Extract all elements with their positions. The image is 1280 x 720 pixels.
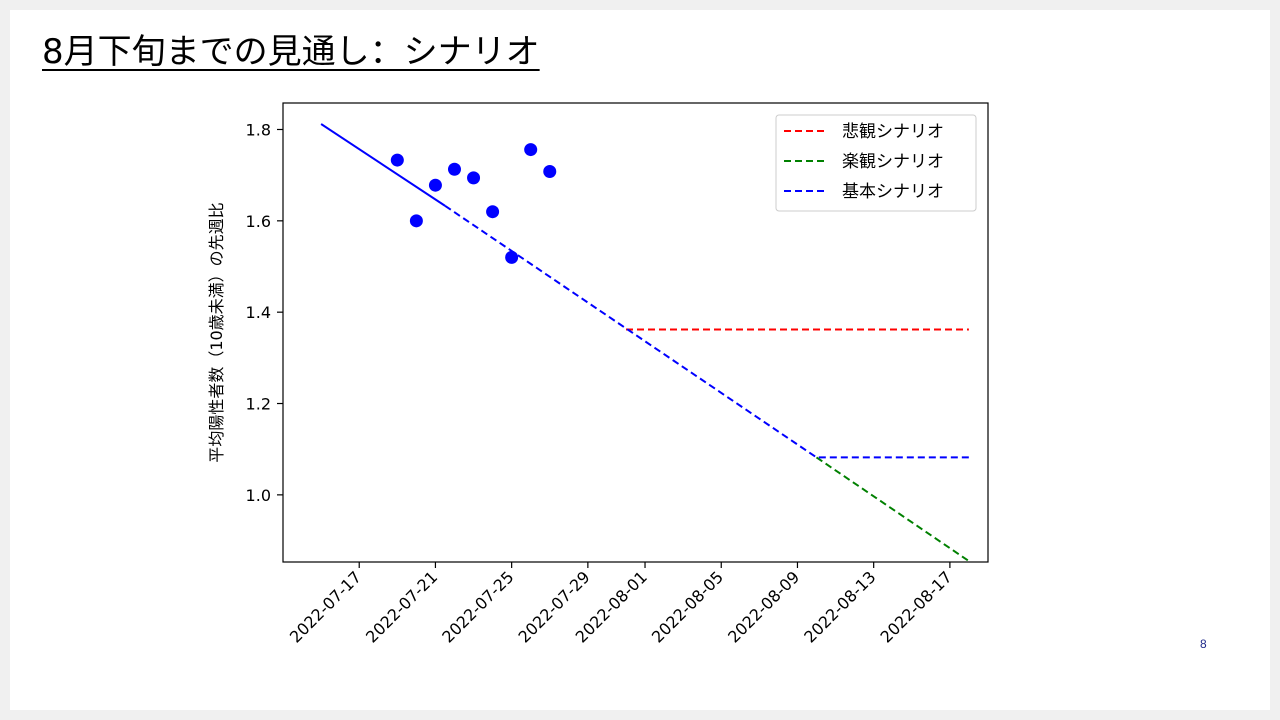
- x-tick-label-5: 2022-08-05: [648, 567, 727, 646]
- legend-label-1: 楽観シナリオ: [842, 152, 944, 172]
- x-tick-label-8: 2022-08-17: [877, 567, 956, 646]
- y-tick-label-1: 1.2: [246, 395, 271, 414]
- legend-label-0: 悲観シナリオ: [842, 122, 944, 142]
- data-point-8: [543, 165, 557, 179]
- series-line-2: [444, 204, 969, 459]
- page-number: 8: [1200, 637, 1207, 651]
- plot-frame: [282, 102, 989, 563]
- data-point-6: [505, 250, 519, 264]
- data-point-3: [447, 162, 461, 176]
- y-tick-label-2: 1.4: [246, 303, 271, 322]
- y-tick-label-3: 1.6: [246, 212, 271, 231]
- data-point-7: [524, 143, 538, 157]
- legend-box: [775, 114, 977, 212]
- y-tick-label-0: 1.0: [246, 486, 271, 505]
- data-point-2: [428, 178, 442, 192]
- plot-content: [320, 123, 970, 562]
- x-tick-label-7: 2022-08-13: [800, 567, 879, 646]
- data-point-4: [467, 171, 481, 185]
- y-tick-label-4: 1.8: [246, 120, 271, 139]
- y-axis: 1.0 1.2 1.4 1.6 1.8: [246, 120, 283, 505]
- x-tick-label-1: 2022-07-21: [362, 567, 441, 646]
- y-axis-label: 平均陽性者数（10歳未満）の先週比: [207, 202, 226, 462]
- data-point-0: [390, 153, 404, 167]
- x-axis: 2022-07-172022-07-212022-07-252022-07-29…: [286, 562, 956, 647]
- legend-label-2: 基本シナリオ: [842, 182, 944, 202]
- slide: 8月下旬までの見通し：シナリオ 8: [10, 10, 1270, 710]
- x-tick-label-0: 2022-07-17: [286, 567, 365, 646]
- data-point-1: [409, 214, 423, 228]
- x-tick-label-6: 2022-08-09: [724, 567, 803, 646]
- fit-line: [320, 123, 446, 207]
- x-tick-label-2: 2022-07-25: [438, 567, 517, 646]
- slide-title: 8月下旬までの見通し：シナリオ: [42, 32, 540, 72]
- data-point-5: [486, 205, 500, 219]
- series-line-1: [815, 456, 970, 562]
